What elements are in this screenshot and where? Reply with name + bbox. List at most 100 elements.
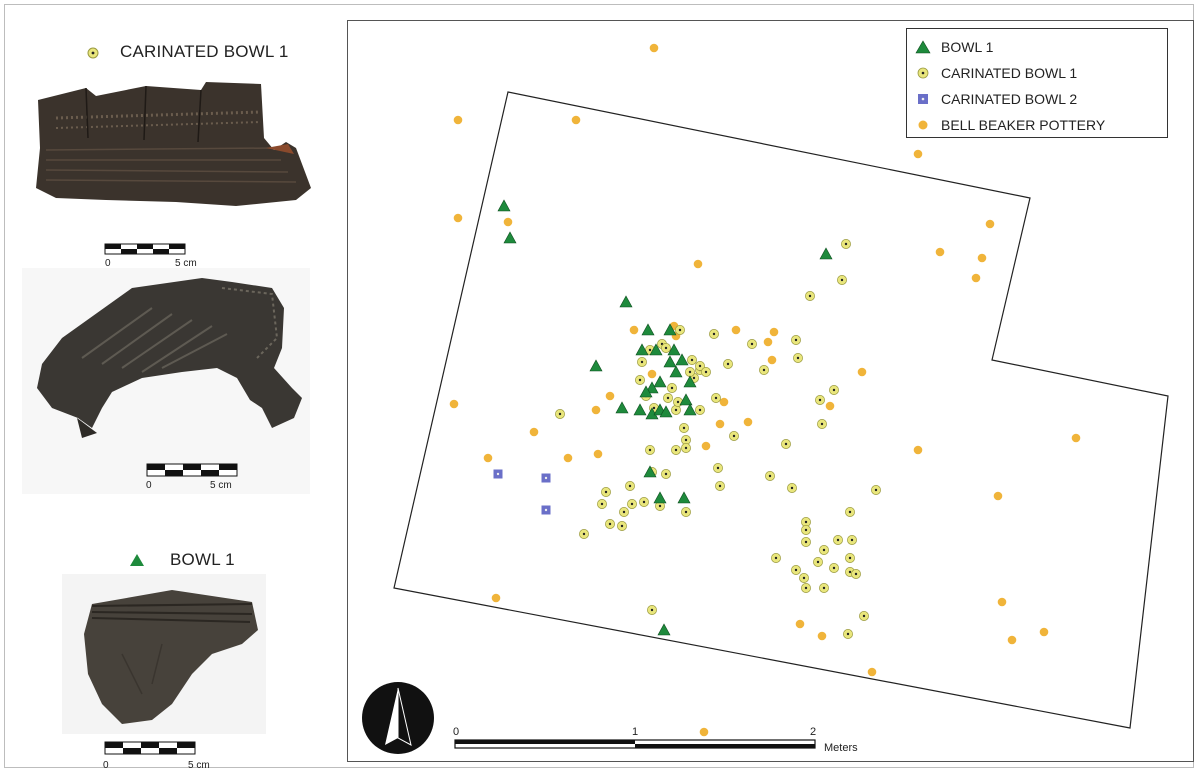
bowl-1-point: [653, 375, 667, 388]
bowl-1-point: [663, 323, 677, 336]
carinated-bowl-1-point-dot: [648, 448, 652, 452]
legend-circle-icon: [918, 120, 928, 130]
carinated-bowl-photo-2: [37, 278, 302, 477]
carinated-bowl-1-point-dot: [640, 360, 644, 364]
carinated-bowl-1-point-dot: [850, 538, 854, 542]
bell-beaker-point: [715, 419, 725, 429]
carinated-bowl-1-point-dot: [630, 502, 634, 506]
legend-item-bowl-1: BOWL 1: [941, 39, 994, 55]
carinated-bowl-1-point-dot: [666, 396, 670, 400]
carinated-bowl-1-point-dot: [622, 510, 626, 514]
carinated-bowl-1-point-dot: [684, 438, 688, 442]
bell-beaker-point: [649, 43, 659, 53]
bowl-1-point: [639, 385, 653, 398]
legend-square-icon: [918, 94, 928, 104]
bowl-1-point: [589, 359, 603, 372]
bowl-1-point: [653, 491, 667, 504]
carinated-bowl-2-point-dot: [496, 472, 500, 476]
bowl-1-point: [643, 465, 657, 478]
bowl-1-point: [667, 343, 681, 356]
carinated-bowl-1-point-dot: [714, 396, 718, 400]
carinated-bowl-1-point-dot: [684, 510, 688, 514]
bell-beaker-point: [857, 367, 867, 377]
bell-beaker-point: [971, 273, 981, 283]
carinated-bowl-1-point-dot: [732, 434, 736, 438]
carinated-bowl-1-point-dot: [816, 560, 820, 564]
artifact-photo-panel: CARINATED BOWL 1 0 5 cm 0 5 cm BOWL 1: [0, 0, 340, 772]
bell-beaker-point: [591, 405, 601, 415]
carinated-bowl-1-point-dot: [822, 586, 826, 590]
carinated-bowl-1-point-dot: [822, 548, 826, 552]
bowl-1-point: [683, 403, 697, 416]
carinated-bowl-1-point-dot: [874, 488, 878, 492]
bell-beaker-point: [977, 253, 987, 263]
map-legend: BOWL 1 CARINATED BOWL 1 CARINATED BOWL 2…: [906, 28, 1168, 138]
photo-scale-bar-1: [104, 243, 186, 255]
carinated-bowl-1-point-dot: [862, 614, 866, 618]
carinated-bowl-1-point-dot: [620, 524, 624, 528]
bowl-1-symbol: [130, 554, 144, 566]
carinated-bowl-1-point-dot: [802, 576, 806, 580]
carinated-bowl-1-point-dot: [608, 522, 612, 526]
bowl-1-point: [677, 491, 691, 504]
carinated-bowl-1-point-dot: [808, 294, 812, 298]
carinated-bowl-1-point-dot: [794, 568, 798, 572]
carinated-bowl-1-point-dot: [768, 474, 772, 478]
bell-beaker-point: [767, 355, 777, 365]
bowl-1-point: [819, 247, 833, 260]
bell-beaker-point: [817, 631, 827, 641]
bell-beaker-point: [491, 593, 501, 603]
bell-beaker-point: [1071, 433, 1081, 443]
carinated-bowl-1-point-dot: [804, 540, 808, 544]
carinated-bowl-1-point-dot: [698, 364, 702, 368]
bowl-1-point: [669, 365, 683, 378]
legend-dotted-circle-icon: [917, 67, 929, 79]
carinated-bowl-1-point-dot: [674, 408, 678, 412]
carinated-bowl-1-point-dot: [658, 504, 662, 508]
bowl-1-point: [649, 343, 663, 356]
carinated-bowl-1-point-dot: [784, 442, 788, 446]
bell-beaker-point: [483, 453, 493, 463]
carinated-bowl-1-point-dot: [804, 528, 808, 532]
bell-beaker-point: [719, 397, 729, 407]
bowl-1-point: [633, 403, 647, 416]
carinated-bowl-1-point-dot: [674, 448, 678, 452]
carinated-bowl-1-point-dot: [832, 388, 836, 392]
carinated-bowl-1-point-dot: [648, 348, 652, 352]
bell-beaker-point: [1039, 627, 1049, 637]
bell-beaker-point: [743, 417, 753, 427]
carinated-bowl-1-point-dot: [628, 484, 632, 488]
bowl-1-point: [659, 405, 673, 418]
bell-beaker-point: [563, 453, 573, 463]
carinated-bowl-1-point-dot: [664, 346, 668, 350]
carinated-bowl-1-point-dot: [716, 466, 720, 470]
bell-beaker-point: [629, 325, 639, 335]
bell-beaker-point: [453, 213, 463, 223]
carinated-bowl-photo-1: [36, 82, 311, 206]
carinated-bowl-1-point-dot: [558, 412, 562, 416]
carinated-bowl-1-point-dot: [684, 446, 688, 450]
bell-beaker-point: [731, 325, 741, 335]
carinated-bowl-1-point-dot: [726, 362, 730, 366]
bowl-1-point: [615, 401, 629, 414]
bell-beaker-point: [867, 667, 877, 677]
bowl-1-point: [619, 295, 633, 308]
bell-beaker-point: [605, 391, 615, 401]
bell-beaker-point: [769, 327, 779, 337]
carinated-bowl-1-point-dot: [796, 356, 800, 360]
carinated-bowl-1-point-dot: [794, 338, 798, 342]
carinated-bowl-symbol: [87, 47, 99, 59]
carinated-bowl-1-point-dot: [854, 572, 858, 576]
bell-beaker-point: [795, 619, 805, 629]
bell-beaker-point: [699, 727, 709, 737]
carinated-bowl-1-point-dot: [848, 556, 852, 560]
carinated-bowl-1-point-dot: [820, 422, 824, 426]
carinated-bowl-1-point-dot: [832, 566, 836, 570]
scale-tick-0: 0: [453, 726, 460, 738]
bowl-1-point: [663, 355, 677, 368]
bell-beaker-point: [571, 115, 581, 125]
bell-beaker-point: [449, 399, 459, 409]
carinated-bowl-1-point-dot: [774, 556, 778, 560]
bowl-1-point: [641, 323, 655, 336]
bell-beaker-point: [935, 247, 945, 257]
